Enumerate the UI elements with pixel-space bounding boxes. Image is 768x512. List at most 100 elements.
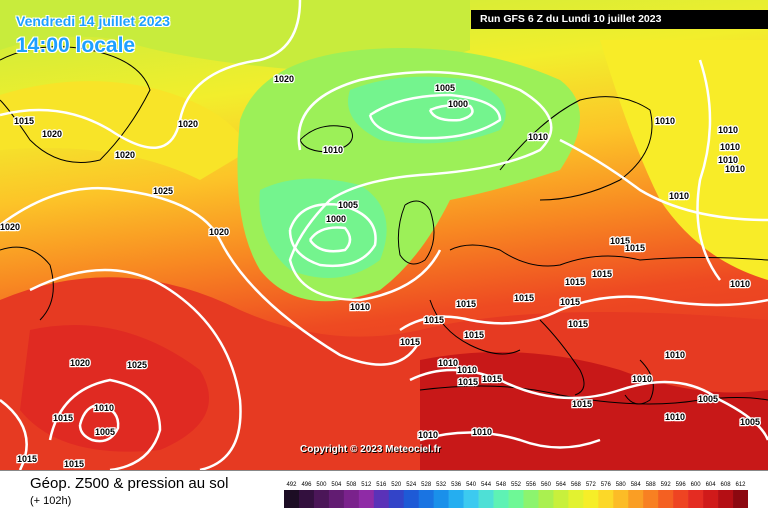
isobar-line (0, 186, 422, 366)
scale-swatch (284, 490, 300, 508)
scale-swatch (643, 490, 659, 508)
scale-swatch (538, 490, 554, 508)
britain-coast (397, 200, 435, 265)
isobar-line (288, 203, 377, 267)
pressure-map: 1015 1020 1020 1020 1020 1025 1020 1020 … (0, 0, 768, 470)
isobar-label: 1000 (448, 99, 468, 109)
isobar-label: 1005 (740, 417, 760, 427)
isobar-label: 1010 (323, 145, 343, 155)
isobar-label: 1010 (94, 403, 114, 413)
scale-swatch (358, 490, 375, 508)
scale-swatch (508, 490, 524, 508)
isobar-line (368, 93, 502, 140)
scale-tick-label: 604 (706, 482, 717, 488)
isobar-label: 1015 (456, 299, 476, 309)
scale-swatch (553, 490, 569, 508)
scale-tick-label: 572 (586, 482, 597, 488)
scale-tick-label: 544 (481, 482, 492, 488)
isobar-line (559, 138, 768, 222)
isobar-line (409, 368, 768, 441)
isobar-label: 1010 (457, 365, 477, 375)
scale-swatch (298, 490, 315, 508)
isobar-line (288, 70, 553, 302)
isobar-label: 1010 (472, 427, 492, 437)
isobar-labels: 1015 1020 1020 1020 1020 1025 1020 1020 … (0, 73, 761, 470)
scale-tick-label: 532 (436, 482, 447, 488)
isobar-label: 1020 (274, 74, 294, 84)
forecast-date: Vendredi 14 juillet 2023 (16, 13, 171, 29)
scale-tick-label: 588 (646, 482, 657, 488)
z500-zone-east (600, 40, 768, 280)
isobar-label: 1010 (418, 430, 438, 440)
scale-tick-label: 500 (316, 482, 327, 488)
scale-tick-label: 580 (616, 482, 627, 488)
scale-swatch (583, 490, 599, 508)
scale-swatch (688, 490, 704, 508)
scale-tick-label: 492 (286, 482, 297, 488)
isobar-label: 1005 (338, 200, 358, 210)
scale-swatch (463, 490, 479, 508)
scale-tick-label: 584 (631, 482, 642, 488)
isobar-line (419, 431, 601, 449)
scale-swatch (613, 490, 629, 508)
isobar-line (48, 378, 162, 470)
scale-swatch (313, 490, 330, 508)
isobar-label: 1020 (209, 227, 229, 237)
scale-tick-label: 548 (496, 482, 507, 488)
africa-coast (419, 385, 768, 405)
color-scale: 492 496 500 504 508 512 516 520 524 528 532 536 540 5… (284, 482, 748, 508)
run-label: Run GFS 6 Z du Lundi 10 juillet 2023 (471, 10, 768, 29)
isobar-line (29, 268, 242, 470)
scale-tick-label: 600 (691, 482, 702, 488)
scale-tick-label: 512 (361, 482, 372, 488)
isobar-label: 1010 (665, 350, 685, 360)
isobar-label: 1010 (665, 412, 685, 422)
legend-bar: Géop. Z500 & pression au sol (+ 102h) 49… (0, 470, 768, 512)
scale-swatch (418, 490, 434, 508)
scale-tick-label: 612 (736, 482, 747, 488)
isobar-label: 1015 (625, 243, 645, 253)
isobar-label: 1015 (53, 413, 73, 423)
scale-tick-label: 540 (466, 482, 477, 488)
isobar-label: 1015 (458, 377, 478, 387)
z500-ridge-southwest (20, 325, 209, 452)
isobar-line (696, 59, 722, 281)
scale-tick-label: 564 (556, 482, 567, 488)
scale-swatch (628, 490, 644, 508)
forecast-time: 14:00 locale (16, 34, 136, 57)
scale-tick-label: 552 (511, 482, 522, 488)
scale-swatch (718, 490, 734, 508)
isobar-label: 1010 (655, 116, 675, 126)
scale-tick-label: 496 (301, 482, 312, 488)
scale-swatch (673, 490, 689, 508)
scale-tick-label: 508 (346, 482, 357, 488)
legend-title: Géop. Z500 & pression au sol (30, 475, 229, 492)
isobar-label: 1015 (514, 293, 534, 303)
isobar-label: 1015 (592, 269, 612, 279)
isobar-label: 1005 (698, 394, 718, 404)
scale-tick-label: 520 (391, 482, 402, 488)
isobar-label: 1010 (718, 125, 738, 135)
isobar-label: 1015 (568, 319, 588, 329)
scale-tick-label: 608 (721, 482, 732, 488)
isobar-label: 1015 (482, 374, 502, 384)
scale-swatch (703, 490, 719, 508)
z500-zone-sahara (420, 352, 768, 470)
scale-swatch (568, 490, 584, 508)
scale-swatch (733, 490, 748, 508)
scale-swatch (493, 490, 509, 508)
isobar-label: 1010 (720, 142, 740, 152)
isobar-label: 1020 (70, 358, 90, 368)
isobar-label: 1025 (153, 186, 173, 196)
isobar-label: 1010 (718, 155, 738, 165)
scale-swatch (373, 490, 390, 508)
isobar-label: 1015 (424, 315, 444, 325)
scale-tick-label: 592 (661, 482, 672, 488)
scale-swatch (523, 490, 539, 508)
isobar-label: 1015 (560, 297, 580, 307)
scale-tick-label: 504 (331, 482, 342, 488)
isobar-label: 1025 (127, 360, 147, 370)
isobar-label: 1010 (730, 279, 750, 289)
isobar-label: 1015 (610, 236, 630, 246)
